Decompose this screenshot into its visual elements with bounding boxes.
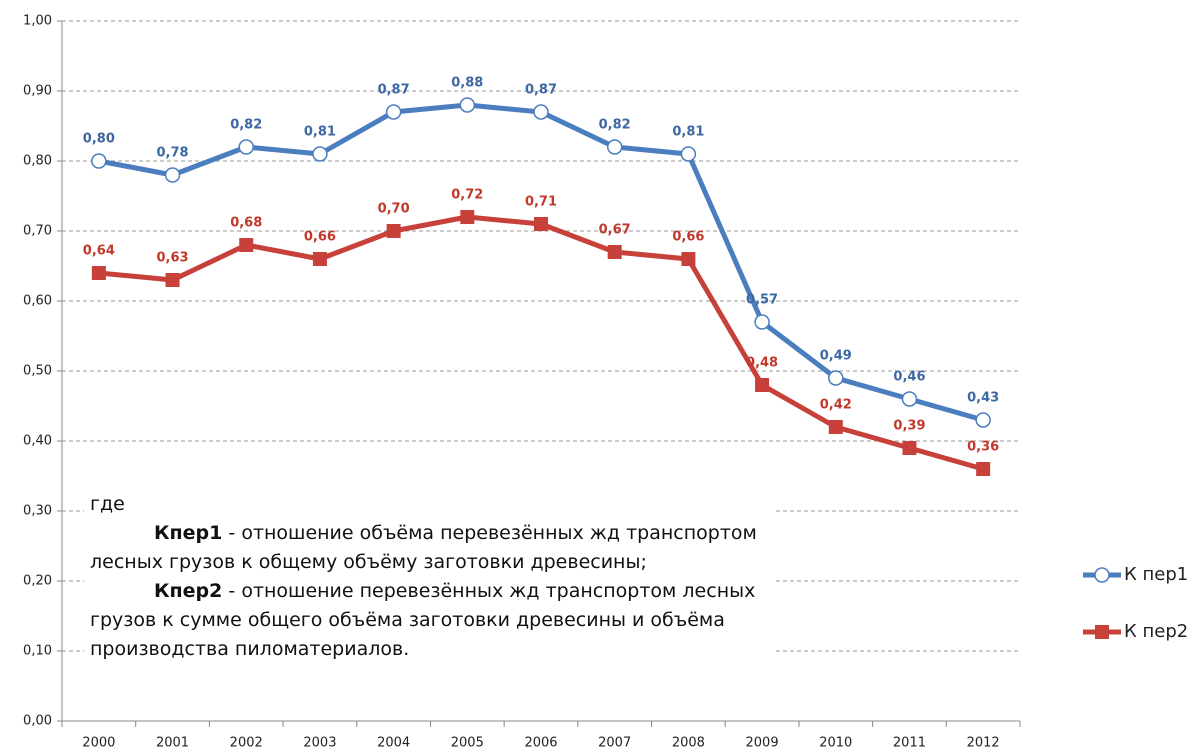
- legend-label: К пер2: [1124, 621, 1188, 642]
- x-tick-label: 2002: [230, 736, 263, 751]
- y-tick-label: 0,90: [23, 84, 52, 99]
- x-tick-label: 2000: [82, 736, 115, 751]
- marker: [386, 224, 401, 238]
- annotation-text: - отношение объёма перевезённых жд транс…: [90, 522, 757, 573]
- data-label: 0,71: [525, 195, 557, 210]
- data-label: 0,80: [83, 132, 115, 147]
- data-label: 0,78: [156, 146, 188, 161]
- y-tick-label: 0,70: [23, 224, 52, 239]
- annotation-intro: где: [90, 493, 125, 515]
- data-label: 0,67: [599, 223, 631, 238]
- annotation-item: Кпер1 - отношение объёма перевезённых жд…: [90, 519, 770, 577]
- x-tick-label: 2001: [156, 736, 189, 751]
- annotation-term: Кпер2: [154, 580, 223, 602]
- marker: [460, 210, 475, 224]
- data-label: 0,48: [746, 356, 778, 371]
- y-tick-label: 0,00: [23, 714, 52, 729]
- legend-marker: [1095, 625, 1109, 639]
- data-label: 0,66: [672, 230, 704, 245]
- data-label: 0,72: [451, 188, 483, 203]
- marker: [534, 217, 548, 231]
- marker: [754, 314, 770, 330]
- y-tick-label: 0,30: [23, 504, 52, 519]
- marker: [533, 104, 549, 120]
- marker: [91, 266, 106, 280]
- marker: [607, 245, 622, 259]
- data-label: 0,42: [820, 398, 852, 413]
- data-label: 0,49: [820, 349, 852, 364]
- data-label: 0,64: [83, 244, 115, 259]
- x-tick-label: 2006: [524, 736, 557, 751]
- data-label: 0,88: [451, 76, 483, 91]
- annotation: где Кпер1 - отношение объёма перевезённы…: [84, 488, 776, 666]
- data-label: 0,57: [746, 293, 778, 308]
- marker: [828, 370, 844, 386]
- data-label: 0,66: [304, 230, 336, 245]
- legend-label: К пер1: [1124, 564, 1188, 585]
- marker: [385, 104, 402, 120]
- marker: [606, 139, 623, 155]
- data-label: 0,39: [893, 419, 925, 434]
- y-tick-label: 0,50: [23, 364, 52, 379]
- marker: [164, 167, 181, 183]
- marker: [828, 420, 843, 434]
- data-label: 0,81: [672, 125, 704, 140]
- marker: [91, 153, 107, 169]
- marker: [976, 462, 991, 476]
- marker: [238, 139, 254, 155]
- marker: [755, 378, 770, 392]
- x-tick-label: 2008: [672, 736, 705, 751]
- x-tick-label: 2012: [967, 736, 1000, 751]
- marker: [901, 391, 918, 407]
- x-tick-label: 2009: [746, 736, 779, 751]
- x-tick-label: 2007: [598, 736, 631, 751]
- annotation-term: Кпер1: [154, 522, 223, 544]
- data-label: 0,87: [378, 83, 410, 98]
- legend-marker: [1094, 567, 1110, 583]
- marker: [902, 441, 917, 455]
- marker: [681, 252, 696, 266]
- data-label: 0,87: [525, 83, 557, 98]
- y-tick-label: 0,10: [23, 644, 52, 659]
- x-tick-label: 2003: [303, 736, 336, 751]
- marker: [312, 252, 327, 266]
- data-label: 0,70: [378, 202, 410, 217]
- x-tick-label: 2005: [451, 736, 484, 751]
- data-label: 0,63: [156, 251, 188, 266]
- data-label: 0,82: [599, 118, 631, 133]
- annotation-text: - отношение перевезённых жд транспортом …: [90, 580, 756, 660]
- data-label: 0,81: [304, 125, 336, 140]
- series-line: [98, 214, 984, 472]
- x-tick-label: 2011: [893, 736, 926, 751]
- data-label: 0,82: [230, 118, 262, 133]
- y-tick-label: 0,80: [23, 154, 52, 169]
- y-tick-label: 1,00: [23, 14, 52, 29]
- y-tick-label: 0,60: [23, 294, 52, 309]
- y-tick-label: 0,40: [23, 434, 52, 449]
- marker: [165, 273, 180, 287]
- marker: [680, 146, 697, 162]
- x-tick-label: 2004: [377, 736, 410, 751]
- data-label: 0,46: [893, 370, 925, 385]
- marker: [312, 146, 328, 162]
- series-line: [98, 102, 984, 423]
- annotation-item: Кпер2 - отношение перевезённых жд трансп…: [90, 577, 770, 664]
- marker: [239, 238, 254, 252]
- data-label: 0,36: [967, 440, 999, 455]
- y-tick-label: 0,20: [23, 574, 52, 589]
- data-label: 0,43: [967, 391, 999, 406]
- marker: [459, 97, 476, 113]
- marker: [975, 412, 991, 428]
- data-label: 0,68: [230, 216, 262, 231]
- x-tick-label: 2010: [819, 736, 852, 751]
